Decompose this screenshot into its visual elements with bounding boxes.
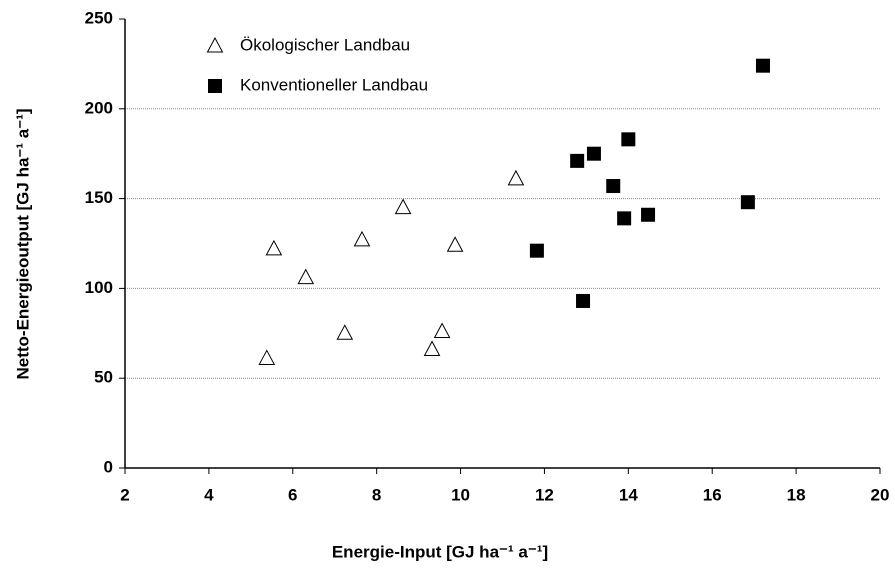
y-axis-label: Netto-Energieoutput [GJ ha⁻¹ a⁻¹] [13,108,32,379]
x-tick-label: 12 [535,485,554,504]
square-marker [606,179,621,194]
x-tick-label: 6 [288,485,297,504]
y-tick-label: 0 [104,457,113,476]
square-marker [208,79,222,93]
x-tick-label: 14 [619,485,638,504]
triangle-marker [394,198,412,215]
x-tick-label: 2 [120,485,129,504]
x-tick-label: 10 [451,485,470,504]
x-axis-label: Energie-Input [GJ ha⁻¹ a⁻¹] [332,542,548,561]
square-marker [740,195,755,210]
triangle-marker [265,239,283,256]
square-marker [576,293,591,308]
y-tick-label: 150 [85,188,113,207]
triangle-marker [258,349,276,365]
square-marker [529,243,544,258]
y-tick-label: 50 [94,368,113,387]
y-tick-label: 100 [85,278,113,297]
x-tick-label: 16 [703,485,722,504]
square-marker [570,153,585,168]
legend-label: Konventioneller Landbau [240,75,428,94]
x-tick-label: 20 [871,485,890,504]
y-tick-label: 200 [85,98,113,117]
square-marker [755,58,770,73]
y-tick-label: 250 [85,8,113,27]
triangle-marker [206,36,224,53]
triangle-marker [297,268,315,285]
x-tick-label: 18 [787,485,806,504]
triangle-marker [433,322,451,339]
triangle-marker [336,324,354,340]
square-marker [641,207,656,222]
x-tick-label: 8 [372,485,381,504]
square-marker [621,132,636,147]
legend-label: Ökologischer Landbau [240,35,410,54]
triangle-marker [423,340,441,356]
square-marker [586,146,601,161]
square-marker [617,211,632,226]
triangle-marker [507,169,525,186]
x-tick-label: 4 [204,485,214,504]
triangle-marker [446,236,464,252]
triangle-marker [353,230,371,247]
